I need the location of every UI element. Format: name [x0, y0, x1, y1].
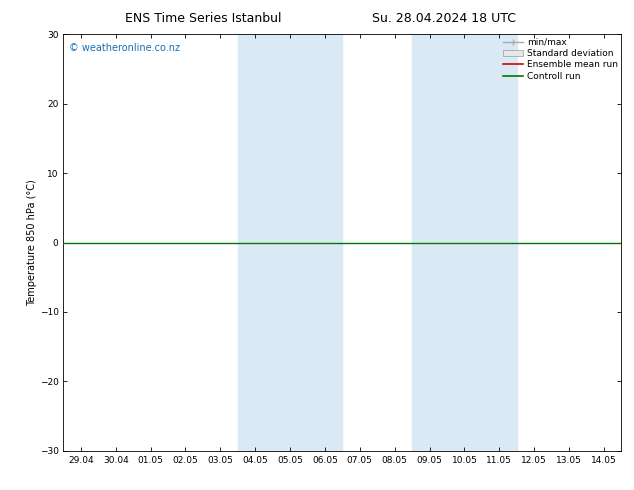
Text: © weatheronline.co.nz: © weatheronline.co.nz — [69, 43, 180, 52]
Legend: min/max, Standard deviation, Ensemble mean run, Controll run: min/max, Standard deviation, Ensemble me… — [501, 36, 619, 82]
Text: Su. 28.04.2024 18 UTC: Su. 28.04.2024 18 UTC — [372, 12, 516, 25]
Text: ENS Time Series Istanbul: ENS Time Series Istanbul — [125, 12, 281, 25]
Y-axis label: Temperature 850 hPa (°C): Temperature 850 hPa (°C) — [27, 179, 37, 306]
Bar — [238, 34, 342, 451]
Bar — [412, 34, 517, 451]
